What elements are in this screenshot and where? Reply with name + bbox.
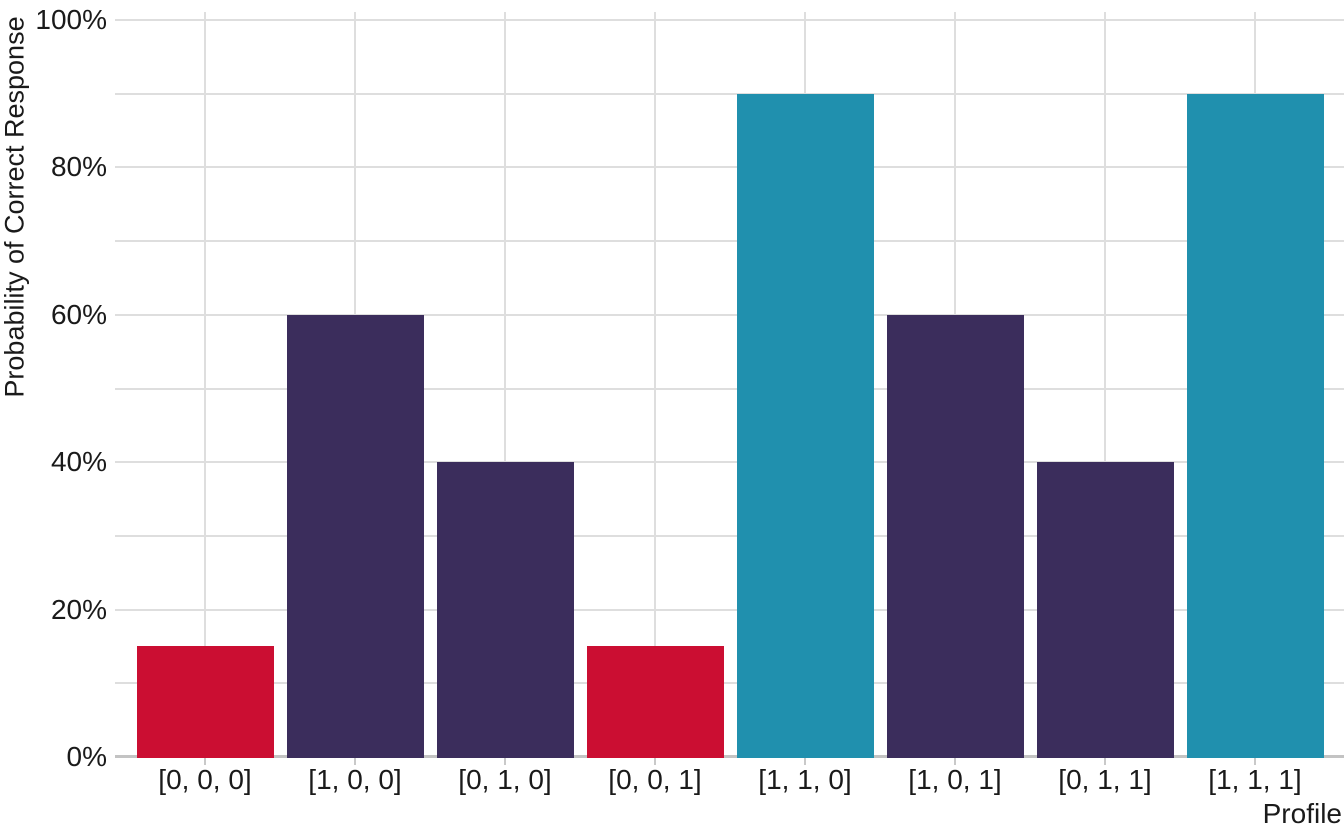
horizontal-gridline	[115, 166, 1344, 168]
bar	[1186, 94, 1324, 758]
y-tick-label: 80%	[50, 151, 107, 182]
bar	[1036, 462, 1174, 758]
x-axis-title: Profile	[1262, 798, 1342, 829]
bar	[586, 646, 724, 758]
vertical-gridline	[654, 12, 656, 757]
x-tick-mark	[204, 758, 206, 765]
x-tick-mark	[354, 758, 356, 765]
bar	[436, 462, 574, 758]
vertical-gridline	[504, 12, 506, 757]
horizontal-gridline	[115, 461, 1344, 463]
x-tick-mark	[654, 758, 656, 765]
vertical-gridline	[1104, 12, 1106, 757]
y-tick-label: 0%	[66, 741, 107, 772]
x-tick-label: [0, 0, 0]	[158, 764, 252, 795]
x-tick-mark	[504, 758, 506, 765]
x-tick-label: [0, 0, 1]	[608, 764, 702, 795]
x-tick-label: [0, 1, 0]	[458, 764, 552, 795]
bar	[886, 315, 1024, 758]
x-tick-mark	[804, 758, 806, 765]
y-tick-label: 100%	[35, 4, 107, 35]
y-tick-label: 20%	[50, 594, 107, 625]
x-tick-label: [1, 0, 1]	[908, 764, 1002, 795]
x-tick-mark	[954, 758, 956, 765]
horizontal-gridline	[115, 682, 1344, 684]
x-tick-label: [1, 1, 1]	[1208, 764, 1302, 795]
bar	[736, 94, 874, 758]
bar	[136, 646, 274, 758]
x-tick-mark	[1254, 758, 1256, 765]
x-axis-line	[115, 755, 1344, 758]
x-tick-mark	[1104, 758, 1106, 765]
x-tick-label: [1, 0, 0]	[308, 764, 402, 795]
horizontal-gridline	[115, 240, 1344, 242]
vertical-gridline	[204, 12, 206, 757]
x-tick-label: [1, 1, 0]	[758, 764, 852, 795]
y-tick-label: 60%	[50, 299, 107, 330]
horizontal-gridline	[115, 535, 1344, 537]
x-tick-label: [0, 1, 1]	[1058, 764, 1152, 795]
y-tick-label: 40%	[50, 446, 107, 477]
horizontal-gridline	[115, 609, 1344, 611]
horizontal-gridline	[115, 314, 1344, 316]
horizontal-gridline	[115, 93, 1344, 95]
horizontal-gridline	[115, 19, 1344, 21]
horizontal-gridline	[115, 388, 1344, 390]
bar	[286, 315, 424, 758]
y-axis-title: Probability of Correct Response	[0, 16, 30, 398]
